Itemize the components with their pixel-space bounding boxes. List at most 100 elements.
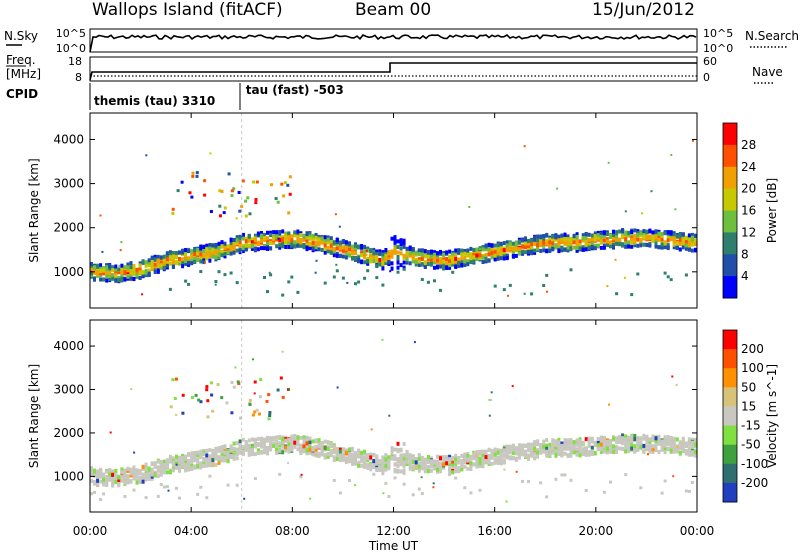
velocity-range-gate-cell [238,450,242,455]
velocity-range-gate-cell [505,450,509,455]
velocity-range-gate-cell [372,452,376,457]
velocity-range-gate-cell [478,449,482,454]
velocity-range-gate-cell [229,453,233,458]
power-range-gate-cell [366,256,370,261]
velocity-range-gate-cell [234,366,237,369]
velocity-range-gate-cell [417,453,421,458]
power-range-gate-cell [277,237,280,240]
velocity-range-gate-cell [448,467,452,472]
velocity-range-gate-cell [563,451,567,456]
velocity-range-gate-cell [411,459,415,464]
velocity-range-gate-cell [387,464,391,469]
power-range-gate-cell [681,245,685,250]
site-title: Wallops Island (fitACF) [92,0,283,20]
velocity-range-gate-cell [484,457,488,462]
power-range-gate-cell [484,243,488,248]
power-range-gate-cell [694,238,697,243]
velocity-range-gate-cell [360,455,364,460]
velocity-range-gate-cell [563,444,567,449]
power-range-gate-cell [496,243,500,247]
power-range-gate-cell [111,274,115,279]
velocity-range-gate-cell [173,397,177,400]
power-range-gate-cell [105,263,109,268]
velocity-range-gate-cell [135,470,139,474]
velocity-range-gate-cell [232,446,236,451]
power-range-gate-cell [171,251,175,255]
power-range-gate-cell [596,243,600,248]
velocity-range-gate-cell [99,472,103,476]
velocity-range-gate-cell [475,454,479,458]
velocity-range-gate-cell [360,459,364,464]
power-range-gate-cell [393,248,397,252]
power-range-gate-cell [275,237,279,242]
velocity-range-gate-cell [681,444,685,449]
power-range-gate-cell [244,214,248,218]
velocity-range-gate-cell [302,435,306,440]
velocity-range-gate-cell [260,449,263,454]
power-range-gate-cell [284,231,288,236]
velocity-range-gate-cell [505,455,509,460]
velocity-range-gate-cell [326,454,330,459]
velocity-colorbar-swatch [723,406,737,426]
power-range-gate-cell [654,229,658,234]
velocity-range-gate-cell [493,458,497,462]
power-range-gate-cell [99,214,102,217]
x-tick-label: 16:00 [477,524,512,538]
velocity-range-gate-cell [578,453,582,458]
velocity-range-gate-cell [627,449,631,454]
power-range-gate-cell [229,243,233,248]
power-range-gate-cell [332,240,336,245]
velocity-range-gate-cell [171,460,175,465]
power-range-gate-cell [523,145,526,148]
velocity-range-gate-cell [256,441,260,446]
power-range-gate-cell [123,270,127,275]
velocity-range-gate-cell [214,447,218,452]
velocity-range-gate-cell [369,452,373,457]
power-range-gate-cell [305,240,309,245]
power-range-gate-cell [335,253,339,258]
power-range-gate-cell [487,247,491,251]
velocity-range-gate-cell [320,440,324,445]
velocity-range-gate-cell [417,487,421,491]
velocity-range-gate-cell [502,454,506,459]
velocity-range-gate-cell [651,434,655,439]
velocity-range-gate-cell [633,444,637,449]
power-range-gate-cell [445,261,449,266]
velocity-range-gate-cell [472,452,476,457]
power-range-gate-cell [605,239,609,244]
velocity-range-gate-cell [445,456,449,461]
power-range-gate-cell [209,210,213,213]
velocity-range-gate-cell [205,455,209,460]
velocity-range-gate-cell [457,460,461,465]
velocity-range-gate-cell [263,437,266,442]
power-range-gate-cell [399,241,403,246]
power-range-gate-cell [393,244,397,249]
power-range-gate-cell [108,278,112,282]
velocity-range-gate-cell [420,492,424,496]
power-range-gate-cell [288,175,292,179]
power-range-gate-cell [341,246,345,251]
velocity-range-gate-cell [281,440,285,444]
power-range-gate-cell [530,249,534,254]
power-range-gate-cell [505,246,509,251]
power-range-gate-cell [252,180,255,184]
velocity-range-gate-cell [627,444,631,449]
velocity-range-gate-cell [487,457,491,462]
velocity-range-gate-cell [171,378,175,382]
velocity-range-gate-cell [181,393,185,397]
power-range-gate-cell [369,249,373,254]
velocity-range-gate-cell [335,453,339,458]
power-range-gate-cell [405,260,409,265]
velocity-range-gate-cell [305,435,309,440]
velocity-range-gate-cell [196,453,200,457]
power-range-gate-cell [423,254,427,259]
velocity-range-gate-cell [217,446,221,451]
velocity-range-gate-cell [433,466,436,471]
power-range-gate-cell [575,232,579,237]
power-range-gate-cell [102,271,106,276]
power-range-gate-cell [141,270,145,275]
power-range-gate-cell [514,246,518,251]
power-range-gate-cell [357,280,361,284]
velocity-range-gate-cell [508,455,512,460]
velocity-range-gate-cell [393,457,397,462]
